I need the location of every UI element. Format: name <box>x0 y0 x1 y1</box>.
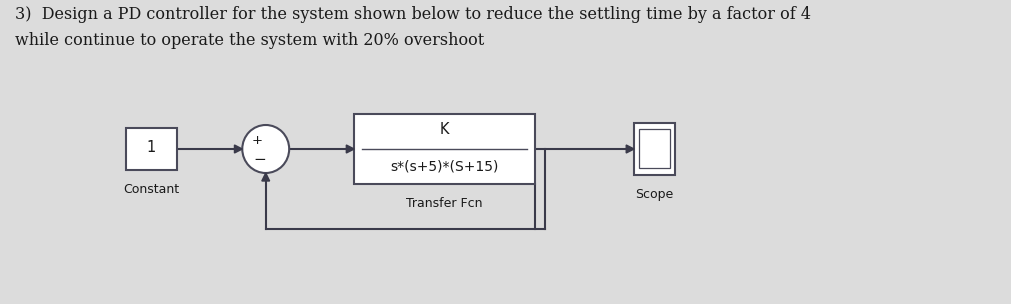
Text: −: − <box>253 151 266 167</box>
Bar <box>354 114 535 184</box>
Text: +: + <box>251 134 262 147</box>
Circle shape <box>242 125 289 173</box>
Bar <box>126 128 177 170</box>
Polygon shape <box>346 145 354 153</box>
Polygon shape <box>262 173 269 181</box>
Polygon shape <box>235 145 242 153</box>
Bar <box>634 123 674 175</box>
Text: Constant: Constant <box>123 183 179 196</box>
Bar <box>639 129 669 168</box>
Polygon shape <box>626 145 634 153</box>
Text: 1: 1 <box>147 140 156 156</box>
Text: Scope: Scope <box>635 188 673 201</box>
Text: while continue to operate the system with 20% overshoot: while continue to operate the system wit… <box>14 32 483 49</box>
Text: K: K <box>440 122 449 136</box>
Text: Transfer Fcn: Transfer Fcn <box>405 197 482 210</box>
Text: 3)  Design a PD controller for the system shown below to reduce the settling tim: 3) Design a PD controller for the system… <box>14 6 810 23</box>
Text: s*(s+5)*(S+15): s*(s+5)*(S+15) <box>390 160 498 174</box>
